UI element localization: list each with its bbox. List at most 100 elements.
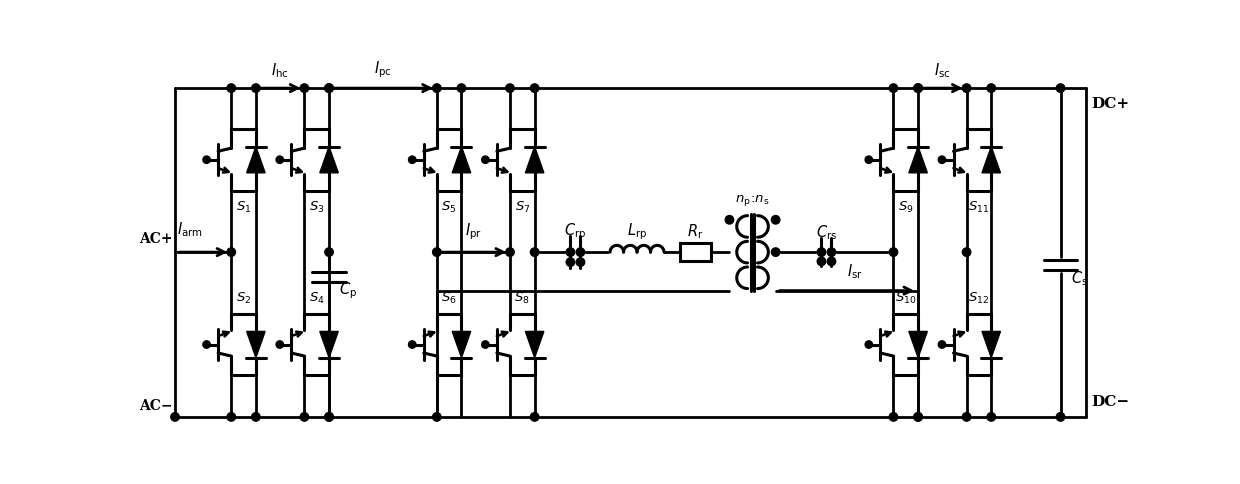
Circle shape — [227, 84, 236, 92]
Circle shape — [771, 215, 780, 224]
Circle shape — [577, 258, 585, 266]
Circle shape — [227, 248, 236, 257]
Circle shape — [300, 413, 309, 421]
Circle shape — [567, 258, 574, 266]
Circle shape — [325, 84, 334, 92]
Circle shape — [889, 248, 898, 257]
Text: $S_7$: $S_7$ — [515, 200, 529, 215]
Text: AC−: AC− — [139, 399, 172, 413]
Text: $n_{\rm p}\!:\!n_{\rm s}$: $n_{\rm p}\!:\!n_{\rm s}$ — [735, 193, 770, 208]
Polygon shape — [453, 147, 471, 173]
Circle shape — [531, 413, 539, 421]
Text: $I_{\rm pc}$: $I_{\rm pc}$ — [374, 60, 392, 80]
Circle shape — [889, 413, 898, 421]
Text: $L_{\rm rp}$: $L_{\rm rp}$ — [627, 222, 647, 242]
Circle shape — [300, 84, 309, 92]
Circle shape — [325, 84, 334, 92]
Circle shape — [914, 84, 923, 92]
Circle shape — [531, 84, 539, 92]
Circle shape — [827, 257, 836, 266]
Polygon shape — [320, 332, 339, 358]
Polygon shape — [909, 332, 928, 358]
Circle shape — [531, 248, 539, 257]
Polygon shape — [247, 147, 265, 173]
Text: $I_{\rm hc}$: $I_{\rm hc}$ — [272, 62, 289, 80]
Circle shape — [277, 156, 284, 164]
Circle shape — [962, 84, 971, 92]
Polygon shape — [909, 147, 928, 173]
Circle shape — [939, 156, 946, 164]
Text: DC−: DC− — [1091, 394, 1130, 408]
Circle shape — [325, 413, 334, 421]
Circle shape — [506, 84, 515, 92]
Text: $S_{11}$: $S_{11}$ — [968, 200, 990, 215]
Circle shape — [962, 248, 971, 257]
Circle shape — [433, 413, 441, 421]
Text: $C_{\rm s}$: $C_{\rm s}$ — [1070, 270, 1087, 288]
Circle shape — [725, 215, 734, 224]
Circle shape — [987, 84, 996, 92]
Circle shape — [481, 341, 489, 348]
Circle shape — [866, 341, 873, 348]
Circle shape — [577, 248, 585, 257]
Circle shape — [277, 341, 284, 348]
Text: $S_8$: $S_8$ — [515, 291, 531, 306]
Text: $S_3$: $S_3$ — [309, 200, 325, 215]
Text: $C_{\rm rs}$: $C_{\rm rs}$ — [816, 224, 837, 242]
Circle shape — [1056, 413, 1065, 421]
Circle shape — [481, 156, 489, 164]
Polygon shape — [526, 147, 544, 173]
Text: $I_{\rm sc}$: $I_{\rm sc}$ — [934, 62, 951, 80]
Polygon shape — [320, 147, 339, 173]
Circle shape — [914, 84, 923, 92]
Bar — [681, 243, 711, 261]
Polygon shape — [982, 332, 1001, 358]
Circle shape — [914, 413, 923, 421]
Text: $I_{\rm sr}$: $I_{\rm sr}$ — [847, 263, 863, 281]
Text: $R_{\rm r}$: $R_{\rm r}$ — [687, 223, 704, 242]
Circle shape — [939, 341, 946, 348]
Circle shape — [252, 84, 260, 92]
Polygon shape — [982, 147, 1001, 173]
Polygon shape — [526, 332, 544, 358]
Text: $I_{\rm arm}$: $I_{\rm arm}$ — [176, 220, 202, 239]
Polygon shape — [453, 332, 471, 358]
Circle shape — [1056, 84, 1065, 92]
Text: $C_{\rm p}$: $C_{\rm p}$ — [339, 280, 357, 301]
Circle shape — [914, 413, 923, 421]
Circle shape — [817, 257, 826, 266]
Circle shape — [325, 413, 334, 421]
Circle shape — [203, 341, 211, 348]
Text: $S_{12}$: $S_{12}$ — [968, 291, 990, 306]
Circle shape — [771, 248, 780, 257]
Text: $S_6$: $S_6$ — [441, 291, 458, 306]
Circle shape — [827, 248, 836, 257]
Text: $I_{\rm pr}$: $I_{\rm pr}$ — [465, 222, 482, 242]
Circle shape — [567, 248, 574, 257]
Circle shape — [433, 248, 441, 257]
Circle shape — [889, 84, 898, 92]
Circle shape — [203, 156, 211, 164]
Text: $S_{10}$: $S_{10}$ — [895, 291, 916, 306]
Polygon shape — [247, 332, 265, 358]
Circle shape — [171, 413, 180, 421]
Text: $S_1$: $S_1$ — [236, 200, 252, 215]
Circle shape — [325, 248, 334, 257]
Text: DC+: DC+ — [1091, 96, 1130, 110]
Text: $S_5$: $S_5$ — [441, 200, 456, 215]
Circle shape — [433, 84, 441, 92]
Text: $C_{\rm rp}$: $C_{\rm rp}$ — [564, 222, 587, 242]
Circle shape — [252, 413, 260, 421]
Circle shape — [987, 413, 996, 421]
Circle shape — [408, 156, 415, 164]
Circle shape — [408, 341, 415, 348]
Text: $S_2$: $S_2$ — [236, 291, 252, 306]
Circle shape — [962, 413, 971, 421]
Text: $S_4$: $S_4$ — [309, 291, 325, 306]
Text: AC+: AC+ — [139, 232, 172, 246]
Circle shape — [817, 248, 826, 257]
Circle shape — [506, 248, 515, 257]
Circle shape — [458, 84, 466, 92]
Text: $S_9$: $S_9$ — [898, 200, 914, 215]
Circle shape — [866, 156, 873, 164]
